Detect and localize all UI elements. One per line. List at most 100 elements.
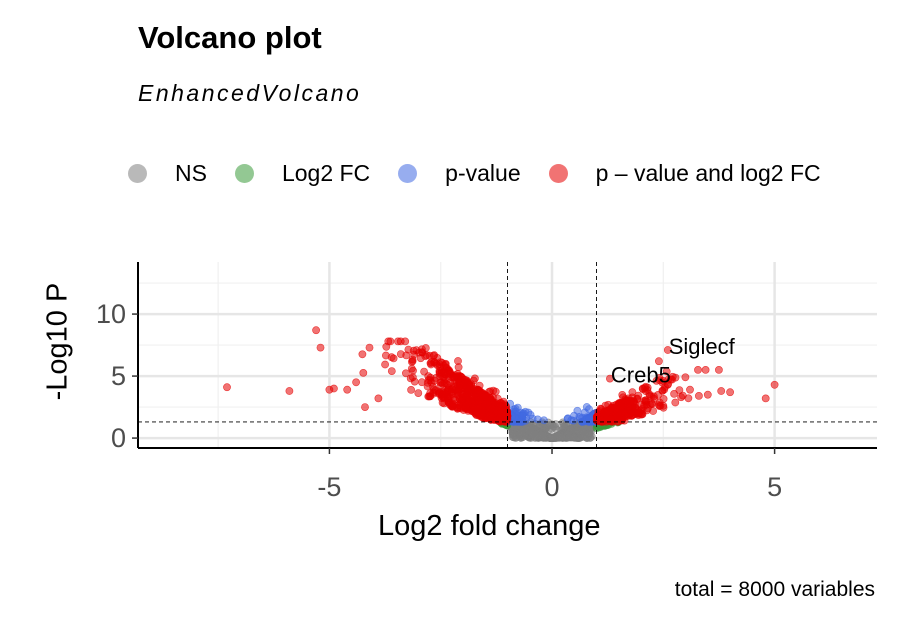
- data-point: [454, 357, 462, 365]
- data-point: [497, 411, 506, 419]
- x-tick-label: 0: [545, 472, 560, 502]
- data-point: [641, 382, 650, 391]
- data-point: [352, 378, 360, 387]
- data-point: [359, 368, 368, 377]
- data-point: [549, 422, 558, 431]
- y-axis-label: -Log10 P: [41, 282, 74, 401]
- data-point: [670, 389, 678, 398]
- data-point: [401, 369, 410, 378]
- data-point: [655, 357, 663, 366]
- data-point: [389, 354, 398, 363]
- x-axis-label: Log2 fold change: [378, 510, 601, 542]
- data-point: [508, 429, 517, 438]
- data-point: [316, 343, 325, 352]
- data-point: [430, 351, 439, 359]
- data-point: [487, 404, 495, 413]
- data-point: [468, 385, 477, 394]
- data-point: [607, 415, 616, 424]
- data-point: [694, 365, 702, 374]
- data-point: [556, 433, 564, 442]
- data-point: [618, 390, 627, 399]
- data-point: [312, 326, 320, 335]
- legend-key-pvalue-and-log2fc: [548, 163, 568, 183]
- data-point: [646, 400, 654, 409]
- data-point: [439, 393, 447, 402]
- data-point: [662, 367, 671, 376]
- data-point: [663, 346, 672, 354]
- data-point: [358, 350, 367, 359]
- data-point: [518, 431, 527, 439]
- data-point: [686, 385, 694, 394]
- data-point: [475, 387, 484, 396]
- data-point: [475, 396, 484, 405]
- data-point: [406, 374, 415, 383]
- legend-key-log2fc: [234, 163, 254, 183]
- y-tick-label: 0: [111, 423, 126, 453]
- data-point: [695, 391, 703, 400]
- point-label: Creb5: [611, 363, 671, 388]
- data-point: [478, 406, 486, 414]
- data-point: [671, 373, 680, 382]
- data-point: [563, 414, 572, 423]
- data-point: [414, 389, 423, 397]
- data-point: [444, 386, 453, 394]
- data-point: [770, 380, 779, 389]
- chart-title: Volcano plot: [138, 20, 322, 55]
- legend: NS Log2 FC p-value p – value and log2 FC: [120, 153, 841, 193]
- data-point: [616, 399, 625, 407]
- legend-label-pvalue-and-log2fc: p – value and log2 FC: [595, 159, 821, 186]
- legend-item-pvalue-and-log2fc: p – value and log2 FC: [541, 160, 821, 187]
- data-point: [497, 404, 505, 413]
- data-point: [343, 385, 352, 394]
- x-tick-label: 5: [767, 472, 782, 502]
- data-point: [628, 411, 637, 420]
- data-point: [483, 413, 491, 422]
- data-point: [461, 404, 470, 413]
- data-point: [703, 390, 712, 399]
- data-point: [436, 372, 444, 381]
- data-point: [658, 386, 667, 395]
- data-point: [518, 411, 527, 420]
- data-point: [409, 346, 418, 355]
- data-point: [761, 394, 770, 403]
- data-point: [454, 403, 463, 412]
- data-point: [534, 431, 543, 440]
- data-point: [607, 404, 616, 412]
- data-point: [645, 390, 654, 398]
- data-point: [638, 410, 647, 419]
- y-tick-label: 5: [111, 361, 126, 391]
- data-point: [457, 372, 466, 381]
- data-point: [701, 365, 710, 374]
- data-point: [726, 388, 734, 397]
- data-point: [659, 401, 668, 410]
- data-point: [382, 342, 391, 351]
- data-point: [715, 365, 723, 374]
- legend-label-ns: NS: [175, 159, 207, 186]
- data-point: [655, 373, 664, 382]
- data-point: [526, 410, 535, 419]
- data-point: [681, 373, 690, 382]
- data-point: [420, 367, 428, 376]
- data-point: [421, 352, 430, 361]
- data-point: [408, 355, 417, 364]
- data-point: [381, 360, 389, 369]
- data-point: [446, 378, 454, 387]
- data-point: [444, 367, 453, 375]
- data-point: [631, 403, 640, 412]
- data-point: [467, 393, 476, 402]
- data-point: [407, 364, 416, 373]
- x-tick-label: -5: [317, 472, 341, 502]
- legend-key-pvalue: [398, 163, 418, 183]
- data-point: [407, 385, 415, 394]
- y-tick-label: 10: [96, 299, 126, 329]
- legend-label-pvalue: p-value: [445, 159, 521, 186]
- data-point: [624, 403, 633, 412]
- data-point: [365, 343, 374, 352]
- data-point: [426, 359, 435, 368]
- data-point: [671, 398, 680, 407]
- data-point: [381, 351, 390, 360]
- data-point: [606, 374, 614, 383]
- data-point: [374, 394, 383, 403]
- legend-item-ns: NS: [120, 160, 207, 187]
